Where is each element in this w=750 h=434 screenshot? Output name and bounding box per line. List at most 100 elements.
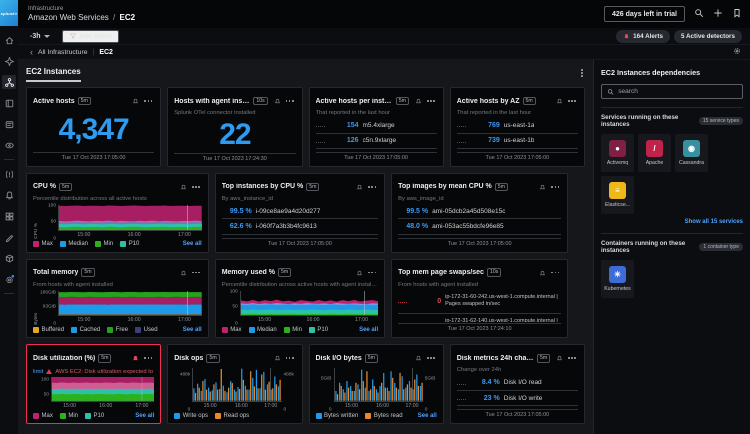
service-tile-activemq[interactable]: ● Activemq bbox=[601, 134, 634, 172]
bell-icon[interactable] bbox=[356, 264, 363, 282]
bell-icon[interactable] bbox=[539, 264, 546, 282]
bookmarks-button[interactable] bbox=[732, 5, 742, 23]
legend-item-max[interactable]: Max bbox=[33, 241, 53, 247]
bell-icon[interactable] bbox=[132, 92, 139, 110]
sidebar-item-detectors[interactable] bbox=[2, 188, 16, 202]
card-menu-button[interactable] bbox=[190, 184, 202, 190]
chevron-left-icon[interactable]: ‹ bbox=[30, 46, 33, 57]
sidebar-item-alerts[interactable] bbox=[2, 167, 16, 181]
row-value[interactable]: 739 bbox=[488, 137, 500, 145]
legend-item-bytes-written[interactable]: Bytes written bbox=[315, 412, 358, 419]
table-row[interactable]: 126 c5n.9xlarge bbox=[315, 134, 437, 149]
dependencies-search-input[interactable] bbox=[618, 88, 737, 95]
disk-utilization-chart[interactable] bbox=[51, 377, 155, 402]
see-all-link[interactable]: See all bbox=[182, 241, 202, 247]
legend-item-min[interactable]: Min bbox=[59, 412, 78, 419]
disk-io-bytes-chart[interactable] bbox=[333, 368, 423, 402]
card-menu-button[interactable] bbox=[566, 98, 578, 104]
row-value[interactable]: 8.4 % bbox=[481, 379, 500, 386]
sidebar-item-grid[interactable] bbox=[2, 209, 16, 223]
bell-icon[interactable] bbox=[415, 92, 422, 110]
table-row[interactable]: 739 us-east-1b bbox=[456, 134, 578, 149]
disk-ops-chart[interactable] bbox=[192, 368, 282, 402]
container-tile-kubernetes[interactable]: ✳ Kubernetes bbox=[601, 260, 634, 298]
total-memory-chart[interactable] bbox=[58, 290, 202, 317]
row-value[interactable]: 23 % bbox=[483, 394, 500, 402]
row-value[interactable]: 99.5 % bbox=[406, 207, 429, 215]
row-value[interactable]: 126 bbox=[346, 137, 359, 145]
add-filters-button[interactable]: Add filters bbox=[61, 29, 119, 43]
table-row[interactable]: 99.5 % ami-05dcb2a45d508e15c bbox=[398, 204, 562, 220]
table-row[interactable]: 28.1 %ami-0e5c83684cd8ace9 bbox=[398, 235, 561, 237]
table-row[interactable]: 8.4 % Disk I/O read bbox=[456, 375, 578, 391]
legend-item-min[interactable]: Min bbox=[283, 326, 302, 333]
legend-item-free[interactable]: Free bbox=[107, 326, 128, 333]
bell-icon[interactable] bbox=[180, 178, 187, 196]
row-value[interactable]: 0 bbox=[437, 297, 442, 305]
bell-icon[interactable] bbox=[274, 92, 281, 110]
legend-item-min[interactable]: Min bbox=[95, 241, 113, 247]
row-value[interactable]: 769 bbox=[488, 121, 500, 129]
section-menu-button[interactable] bbox=[579, 67, 585, 79]
splunk-logo[interactable]: splunk> bbox=[0, 0, 18, 26]
bell-icon[interactable] bbox=[274, 349, 281, 367]
bell-icon[interactable] bbox=[356, 178, 363, 196]
alert-bell-icon[interactable] bbox=[132, 349, 139, 367]
memory-used-chart[interactable] bbox=[239, 290, 379, 317]
service-tile-apache[interactable]: / Apache bbox=[638, 134, 671, 172]
sidebar-item-log-observer[interactable] bbox=[2, 117, 16, 131]
card-menu-button[interactable] bbox=[284, 98, 296, 104]
legend-item-max[interactable]: Max bbox=[33, 412, 53, 419]
sidebar-item-apm[interactable] bbox=[2, 138, 16, 152]
card-menu-button[interactable] bbox=[566, 355, 578, 361]
create-button[interactable] bbox=[713, 5, 723, 23]
sidebar-item-dashboards[interactable] bbox=[2, 96, 16, 110]
alerts-count-pill[interactable]: 164 Alerts bbox=[616, 29, 670, 43]
see-all-link[interactable]: See all bbox=[182, 326, 202, 333]
sidebar-item-home[interactable] bbox=[2, 33, 16, 47]
bell-icon[interactable] bbox=[180, 264, 187, 282]
legend-item-p10[interactable]: P10 bbox=[308, 326, 328, 333]
card-menu-button[interactable] bbox=[142, 98, 154, 104]
card-menu-button[interactable] bbox=[366, 184, 378, 190]
row-value[interactable]: 62.6 % bbox=[229, 223, 252, 230]
sidebar-item-infrastructure[interactable] bbox=[2, 75, 16, 89]
card-menu-button[interactable] bbox=[190, 270, 202, 276]
card-menu-button[interactable] bbox=[549, 184, 561, 190]
row-value[interactable]: 0 bbox=[411, 322, 441, 323]
bell-icon[interactable] bbox=[415, 349, 422, 367]
active-detectors-pill[interactable]: 5 Active detectors bbox=[673, 29, 742, 43]
trial-button[interactable]: 426 days left in trial bbox=[604, 6, 685, 22]
table-row[interactable]: 62.6 % i-060f7a3b3b4fc9613 bbox=[221, 219, 379, 235]
table-row[interactable]: 58.3 %i-026015def3566bc48 bbox=[222, 235, 378, 237]
table-row[interactable]: 769 us-east-1a bbox=[456, 118, 578, 134]
bell-icon[interactable] bbox=[556, 92, 563, 110]
table-row[interactable]: 0 ip-172-31-62-140.us-west-1.compute.inte… bbox=[398, 314, 561, 323]
card-menu-button[interactable] bbox=[142, 355, 154, 361]
legend-item-buffered[interactable]: Buffered bbox=[33, 326, 64, 333]
search-button[interactable] bbox=[694, 5, 704, 23]
cpu-chart[interactable] bbox=[58, 204, 202, 231]
dependencies-search[interactable] bbox=[601, 84, 743, 99]
legend-item-max[interactable]: Max bbox=[221, 326, 242, 333]
see-all-link[interactable]: See all bbox=[135, 412, 155, 419]
legend-item-cached[interactable]: Cached bbox=[71, 326, 100, 333]
row-value[interactable]: 99.5 % bbox=[229, 207, 252, 215]
table-row[interactable]: 99.5 % i-09ce8ae9a4d20d277 bbox=[221, 204, 379, 220]
breadcrumb-parent[interactable]: Amazon Web Services bbox=[28, 12, 109, 22]
time-range-picker[interactable]: -3h bbox=[30, 33, 50, 40]
table-row[interactable]: 23 % Disk I/O write bbox=[456, 391, 578, 407]
legend-item-p10[interactable]: P10 bbox=[85, 412, 104, 419]
sidebar-item-navigator[interactable] bbox=[2, 54, 16, 68]
legend-item-bytes-read[interactable]: Bytes read bbox=[365, 412, 403, 419]
table-row[interactable]: 121m5.12xlarge bbox=[316, 149, 437, 151]
service-tile-elasticse-[interactable]: ≡ Elasticse... bbox=[601, 176, 634, 214]
nav-back-link[interactable]: All Infrastructure bbox=[38, 48, 88, 56]
table-row[interactable]: 48.0 % ami-053ac55bdcfe96e85 bbox=[398, 219, 562, 235]
table-row[interactable]: 721us-east-1c bbox=[457, 149, 578, 151]
bell-icon[interactable] bbox=[556, 349, 563, 367]
sidebar-item-edit[interactable] bbox=[2, 230, 16, 244]
table-row[interactable]: 154 m5.4xlarge bbox=[315, 118, 437, 134]
row-value[interactable]: 154 bbox=[346, 121, 359, 129]
legend-item-write-ops[interactable]: Write ops bbox=[174, 412, 208, 419]
